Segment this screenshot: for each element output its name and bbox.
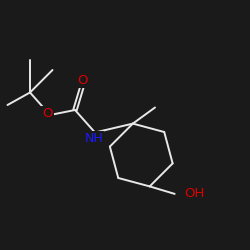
- Text: OH: OH: [185, 188, 205, 200]
- Text: NH: NH: [84, 132, 103, 145]
- Text: O: O: [77, 74, 88, 86]
- Text: O: O: [42, 107, 53, 120]
